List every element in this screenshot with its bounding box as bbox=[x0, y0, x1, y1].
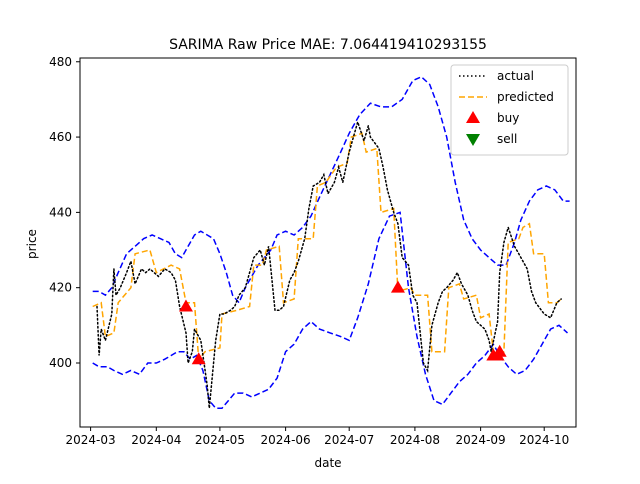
legend-handle-sell bbox=[466, 134, 480, 146]
x-tick-label: 2024-06 bbox=[261, 433, 311, 447]
x-tick-label: 2024-10 bbox=[519, 433, 569, 447]
x-tick-label: 2024-04 bbox=[131, 433, 181, 447]
axes: 2024-03 2024-04 2024-05 2024-06 2024-07 2024-… bbox=[49, 55, 577, 447]
legend-label-actual: actual bbox=[497, 69, 534, 83]
legend-label-sell: sell bbox=[497, 132, 517, 146]
buy-marker bbox=[191, 352, 206, 365]
series-line-actual bbox=[96, 119, 562, 409]
y-tick-label: 460 bbox=[49, 130, 72, 144]
x-tick-label: 2024-03 bbox=[66, 433, 116, 447]
legend-label-predicted: predicted bbox=[497, 90, 554, 104]
buy-marker bbox=[178, 299, 193, 312]
legend-label-buy: buy bbox=[497, 111, 519, 125]
legend: actual predicted buy sell bbox=[450, 64, 569, 156]
buy-marker bbox=[390, 280, 405, 293]
series-line-lower bbox=[92, 211, 568, 409]
x-axis-label: date bbox=[314, 456, 341, 470]
series-line-predicted bbox=[92, 132, 562, 362]
buy-marker bbox=[492, 344, 507, 357]
legend-box bbox=[450, 64, 569, 156]
x-tick-label: 2024-08 bbox=[390, 433, 440, 447]
series-line-upper bbox=[92, 75, 570, 305]
legend-handle-buy bbox=[466, 111, 480, 123]
y-tick-label: 400 bbox=[49, 356, 72, 370]
chart-title: SARIMA Raw Price MAE: 7.064419410293155 bbox=[169, 37, 487, 53]
axes-frame bbox=[79, 57, 577, 428]
y-tick-label: 440 bbox=[49, 205, 72, 219]
plot-area bbox=[92, 75, 570, 409]
y-axis-label: price bbox=[25, 229, 39, 259]
x-tick-label: 2024-07 bbox=[324, 433, 374, 447]
x-tick-label: 2024-09 bbox=[456, 433, 506, 447]
y-tick-label: 420 bbox=[49, 281, 72, 295]
y-tick-label: 480 bbox=[49, 55, 72, 69]
x-tick-label: 2024-05 bbox=[195, 433, 245, 447]
